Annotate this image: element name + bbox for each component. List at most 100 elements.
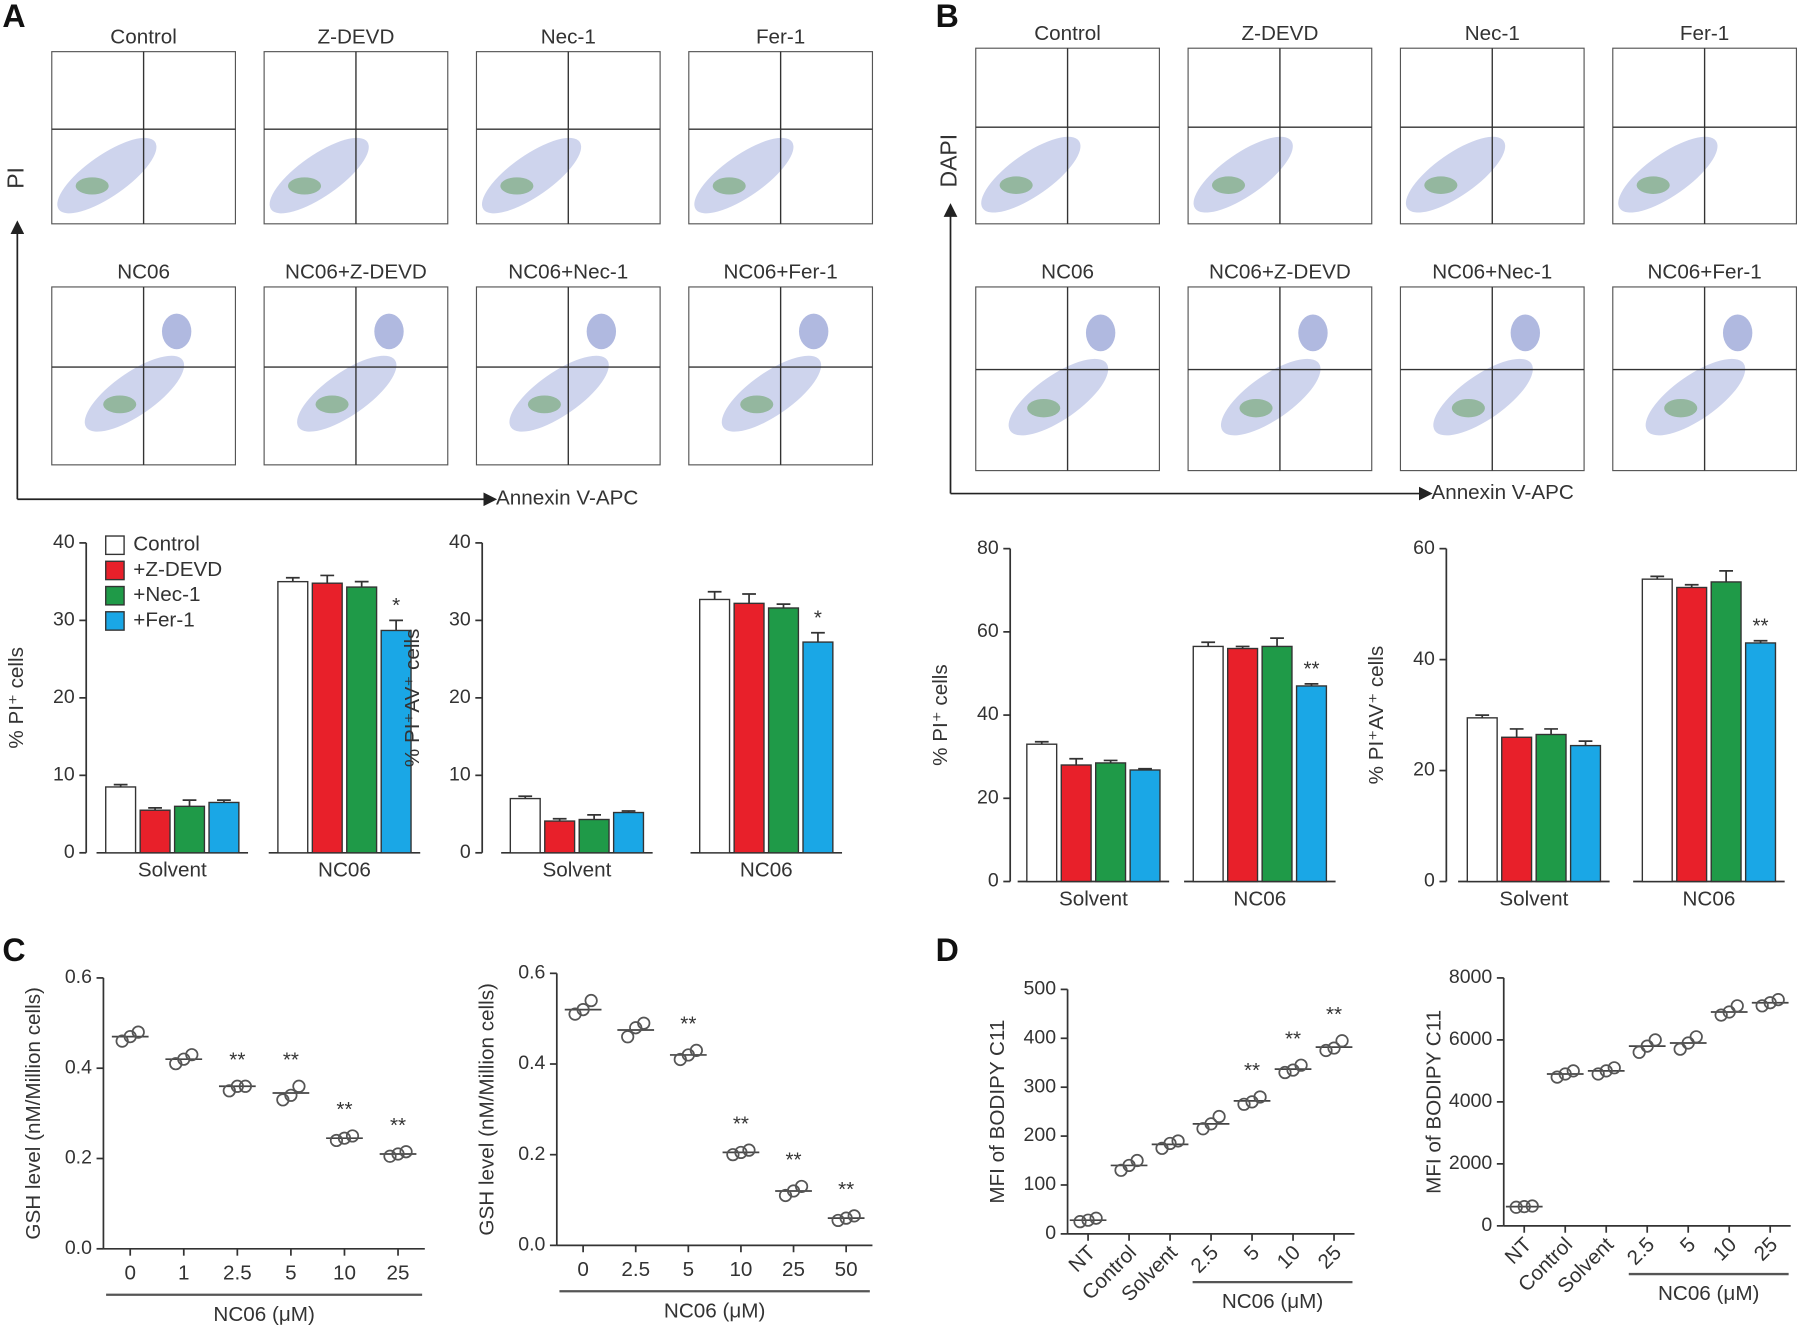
- error-bar: [1138, 767, 1152, 770]
- data-point: [1673, 1042, 1687, 1056]
- plot-title: Z-DEVD: [1241, 22, 1318, 45]
- data-point: [726, 1148, 740, 1162]
- x-tick-label: 10: [1273, 1241, 1306, 1274]
- data-point: [391, 1147, 405, 1161]
- data-point: [584, 993, 598, 1008]
- plot-title: NC06+Fer-1: [1647, 261, 1761, 284]
- data-point: [1648, 1033, 1662, 1047]
- legend-swatch: [105, 585, 125, 606]
- bar: [767, 607, 800, 854]
- significance: **: [390, 1114, 406, 1137]
- x-axis-label: NC06 (μM): [1222, 1290, 1323, 1313]
- density-cloud: [1085, 314, 1116, 352]
- density-cloud: [1645, 358, 1746, 436]
- x-tick-label: 5: [683, 1258, 695, 1281]
- x-axis-label: Annexin V-APC: [496, 487, 638, 510]
- density-core: [315, 395, 349, 414]
- y-tick-label: 0: [988, 870, 999, 892]
- plot-title: NC06+Z-DEVD: [1209, 261, 1351, 284]
- error-bar: [587, 813, 601, 820]
- data-point: [689, 1043, 703, 1058]
- y-tick-label: 0: [460, 841, 471, 863]
- y-tick-label: 20: [977, 786, 999, 808]
- legend-label: Control: [133, 533, 200, 556]
- error-bar: [1103, 759, 1118, 763]
- density-cloud: [1433, 358, 1533, 436]
- density-core: [1636, 176, 1670, 194]
- density-core: [75, 177, 109, 195]
- x-tick-label: 10: [729, 1258, 752, 1281]
- data-point: [847, 1209, 861, 1223]
- y-tick-label: 20: [53, 686, 75, 708]
- x-tick-label: Solvent: [542, 859, 611, 882]
- data-point: [1212, 1109, 1226, 1124]
- significance: **: [336, 1098, 352, 1121]
- density-cloud: [1008, 358, 1109, 436]
- y-axis-label: PI: [2, 167, 28, 189]
- error-bar: [1650, 575, 1665, 580]
- density-core: [527, 395, 561, 414]
- x-tick-label: 2.5: [1186, 1241, 1223, 1278]
- significance: **: [1244, 1059, 1260, 1082]
- panel-label: C: [2, 932, 25, 968]
- bar: [612, 811, 645, 854]
- bar: [1466, 717, 1498, 883]
- error-bar: [1069, 757, 1084, 766]
- data-point: [1771, 993, 1785, 1007]
- x-tick-label: NC06: [318, 859, 371, 882]
- data-point: [337, 1131, 352, 1145]
- data-point: [637, 1016, 651, 1030]
- density-cloud: [694, 137, 794, 214]
- y-tick-label: 0: [64, 841, 75, 863]
- y-tick-label: 0.6: [65, 966, 92, 988]
- error-bar: [1235, 645, 1250, 649]
- error-bar: [1753, 639, 1768, 643]
- data-point: [734, 1145, 748, 1160]
- data-point: [1722, 1005, 1736, 1019]
- data-point: [345, 1129, 360, 1143]
- bar: [802, 641, 834, 854]
- data-point: [1755, 999, 1769, 1013]
- x-tick-label: NC06: [740, 859, 793, 882]
- data-point: [1689, 1030, 1703, 1044]
- plot-title: Fer-1: [1680, 22, 1729, 45]
- bar: [1295, 685, 1328, 883]
- data-point: [1607, 1061, 1621, 1075]
- bar: [1710, 581, 1742, 883]
- bar: [1569, 744, 1602, 883]
- data-point: [1550, 1070, 1564, 1084]
- x-tick-label: 0: [577, 1258, 589, 1281]
- x-tick-label: Solvent: [1059, 887, 1128, 910]
- y-tick-label: 40: [53, 531, 75, 553]
- y-tick-label: 0: [1045, 1222, 1056, 1244]
- x-tick-label: 2.5: [621, 1258, 650, 1281]
- data-point: [1730, 999, 1744, 1013]
- y-tick-label: 60: [1413, 537, 1435, 559]
- data-point: [230, 1079, 244, 1093]
- x-tick-label: Solvent: [138, 859, 207, 882]
- density-cloud: [1193, 136, 1293, 213]
- significance: **: [1303, 658, 1319, 681]
- density-core: [1027, 398, 1061, 418]
- data-point: [1714, 1008, 1728, 1022]
- x-axis-label: NC06 (μM): [1658, 1282, 1759, 1305]
- y-tick-label: 0.0: [518, 1234, 545, 1256]
- x-tick-label: 25: [1313, 1241, 1346, 1274]
- x-tick-label: 2.5: [1623, 1233, 1660, 1270]
- error-bar: [354, 580, 369, 588]
- data-point: [621, 1030, 635, 1044]
- plot-title: NC06+Fer-1: [724, 261, 838, 284]
- significance: **: [1285, 1027, 1301, 1050]
- y-tick-label: 0.2: [518, 1143, 545, 1165]
- data-point: [1089, 1211, 1103, 1225]
- bar: [509, 797, 541, 854]
- data-point: [1640, 1039, 1654, 1053]
- y-tick-label: 100: [1024, 1173, 1057, 1195]
- density-cloud: [297, 355, 397, 432]
- bar: [1192, 645, 1224, 883]
- bar: [699, 598, 731, 854]
- y-axis-label: GSH level (nM/Million cells): [22, 987, 45, 1240]
- plot-title: Control: [1034, 22, 1101, 45]
